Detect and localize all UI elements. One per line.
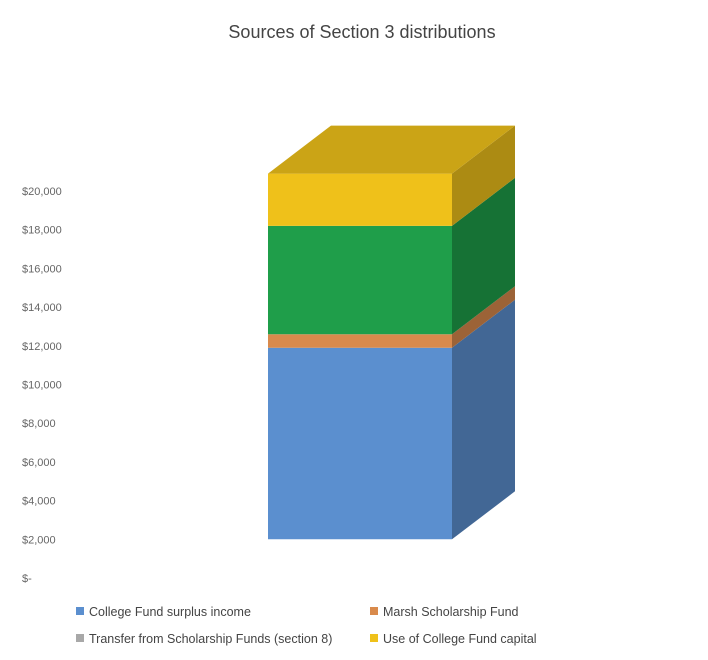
legend-swatch (76, 607, 84, 615)
bar-segment-front (268, 334, 452, 348)
y-tick-label: $2,000 (22, 534, 56, 546)
y-tick-label: $20,000 (22, 186, 62, 198)
bar-stack (268, 125, 515, 540)
y-tick-label: $6,000 (22, 457, 56, 469)
y-tick-label: $10,000 (22, 380, 62, 392)
y-tick-label: $14,000 (22, 302, 62, 314)
bar-segment-front (268, 173, 452, 226)
bar-segment (268, 125, 515, 226)
y-tick-label: $4,000 (22, 496, 56, 508)
bar-segment-front (268, 347, 452, 540)
legend: College Fund surplus income Marsh Scholar… (76, 605, 537, 646)
legend-label: Transfer from Scholarship Funds (section… (89, 632, 332, 646)
chart-title: Sources of Section 3 distributions (228, 22, 495, 42)
bar-segment (268, 299, 515, 540)
y-tick-label: $8,000 (22, 418, 56, 430)
y-tick-label: $18,000 (22, 225, 62, 237)
bar-segment-front (268, 225, 452, 335)
y-tick-label: $16,000 (22, 263, 62, 275)
bar-segment-side (452, 177, 515, 335)
legend-label: Marsh Scholarship Fund (383, 605, 519, 619)
legend-item: Transfer from Scholarship Funds (section… (76, 632, 332, 646)
legend-swatch (370, 607, 378, 615)
legend-item: College Fund surplus income (76, 605, 251, 619)
bar-top-face (268, 125, 515, 174)
y-axis: $- $2,000 $4,000 $6,000 $8,000 $10,000 $12,000… (22, 186, 62, 585)
legend-swatch (370, 634, 378, 642)
y-tick-label: $12,000 (22, 341, 62, 353)
bar-segment (268, 177, 515, 335)
bar-segment-side (452, 299, 515, 540)
bar-segment-side (452, 286, 515, 348)
bar-segment (268, 286, 515, 348)
legend-item: Use of College Fund capital (370, 632, 537, 646)
legend-label: College Fund surplus income (89, 605, 251, 619)
legend-label: Use of College Fund capital (383, 632, 537, 646)
y-tick-label: $- (22, 573, 32, 585)
legend-swatch (76, 634, 84, 642)
legend-item: Marsh Scholarship Fund (370, 605, 519, 619)
bar-segment-side (452, 125, 515, 226)
